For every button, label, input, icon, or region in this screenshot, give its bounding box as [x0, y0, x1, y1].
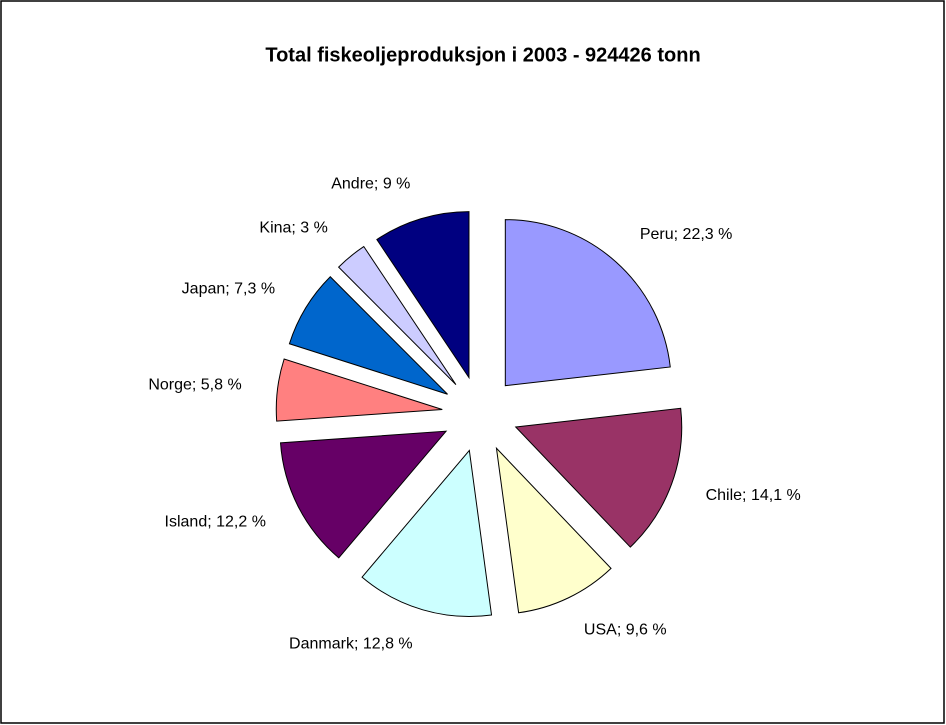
pie-slice [504, 219, 671, 387]
chart-title: Total fiskeoljeproduksjon i 2003 - 92442… [265, 44, 700, 66]
pie-slice [376, 211, 470, 380]
slice-label: Peru; 22,3 % [640, 226, 733, 243]
pie-slice [361, 449, 493, 617]
pie-slice [275, 358, 443, 422]
slice-label: Island; 12,2 % [165, 514, 266, 531]
slice-label: Japan; 7,3 % [182, 280, 275, 297]
pie-slice [288, 276, 448, 395]
slice-label: Chile; 14,1 % [706, 487, 801, 504]
slice-label: Kina; 3 % [259, 220, 327, 237]
pie-slice [495, 446, 612, 614]
pie-slice [514, 407, 683, 548]
slice-label: Norge; 5,8 % [148, 377, 241, 394]
pie-slice [279, 430, 448, 559]
slice-label: Danmark; 12,8 % [289, 636, 413, 653]
slice-label: Andre; 9 % [331, 176, 410, 193]
slice-label: USA; 9,6 % [584, 622, 667, 639]
pie-slice [337, 245, 457, 385]
